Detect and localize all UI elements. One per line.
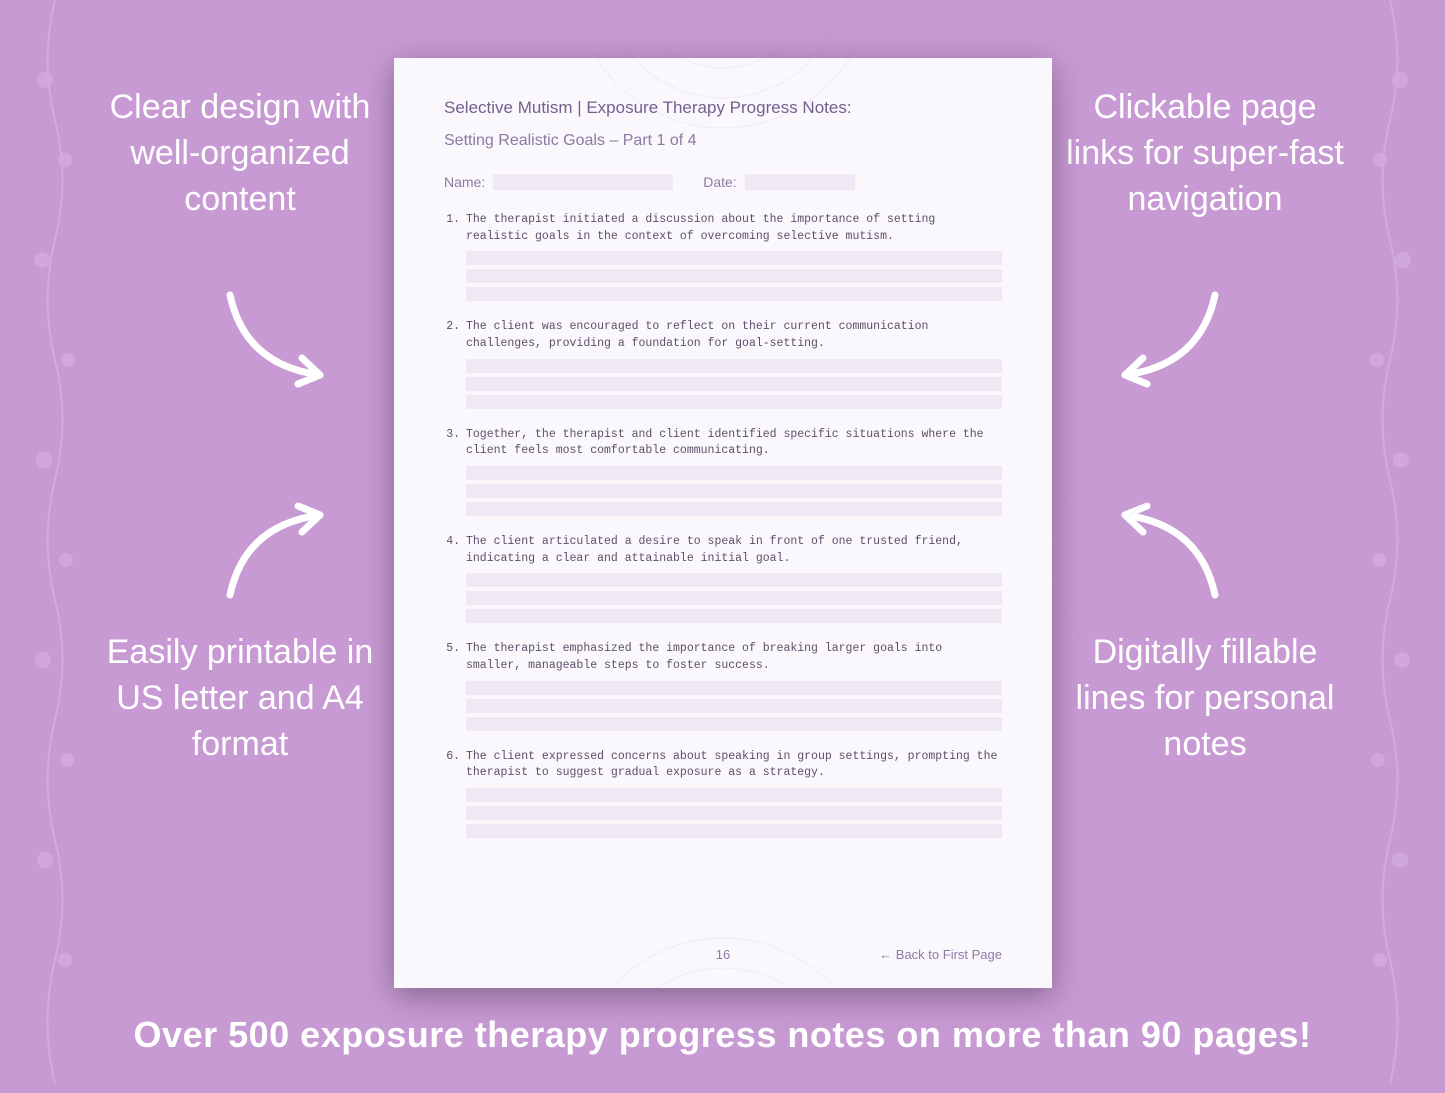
fillable-line[interactable] bbox=[466, 269, 1002, 283]
progress-note-item: 1.The therapist initiated a discussion a… bbox=[444, 212, 1002, 301]
item-text: 5.The therapist emphasized the importanc… bbox=[444, 641, 1002, 674]
item-body: The therapist initiated a discussion abo… bbox=[466, 212, 1002, 245]
fillable-line[interactable] bbox=[466, 824, 1002, 838]
fillable-line[interactable] bbox=[466, 359, 1002, 373]
fillable-line[interactable] bbox=[466, 717, 1002, 731]
callout-bottom-right: Digitally fillable lines for personal no… bbox=[1065, 630, 1345, 768]
fillable-line[interactable] bbox=[466, 699, 1002, 713]
fillable-line[interactable] bbox=[466, 681, 1002, 695]
page-footer: 16 ← Back to First Page bbox=[444, 947, 1002, 962]
fillable-line[interactable] bbox=[466, 484, 1002, 498]
callout-bottom-left: Easily printable in US letter and A4 for… bbox=[100, 630, 380, 768]
mandala-decoration-bottom bbox=[543, 888, 903, 1088]
fillable-line[interactable] bbox=[466, 466, 1002, 480]
note-lines bbox=[466, 359, 1002, 409]
name-input[interactable] bbox=[493, 174, 673, 190]
fields-row: Name: Date: bbox=[444, 174, 1002, 190]
callout-top-left: Clear design with well-organized content bbox=[100, 85, 380, 223]
note-lines bbox=[466, 681, 1002, 731]
item-text: 1.The therapist initiated a discussion a… bbox=[444, 212, 1002, 245]
bottom-banner: Over 500 exposure therapy progress notes… bbox=[0, 1014, 1445, 1056]
document-page: Selective Mutism | Exposure Therapy Prog… bbox=[394, 58, 1052, 988]
item-text: 2.The client was encouraged to reflect o… bbox=[444, 319, 1002, 352]
item-text: 6.The client expressed concerns about sp… bbox=[444, 749, 1002, 782]
arrow-bottom-left bbox=[210, 490, 350, 610]
progress-note-item: 3.Together, the therapist and client ide… bbox=[444, 427, 1002, 516]
fillable-line[interactable] bbox=[466, 395, 1002, 409]
item-body: The client was encouraged to reflect on … bbox=[466, 319, 1002, 352]
item-number: 6. bbox=[444, 749, 460, 782]
progress-note-item: 5.The therapist emphasized the importanc… bbox=[444, 641, 1002, 730]
page-number: 16 bbox=[716, 947, 730, 962]
fillable-line[interactable] bbox=[466, 806, 1002, 820]
arrow-top-right bbox=[1095, 280, 1235, 400]
item-number: 5. bbox=[444, 641, 460, 674]
progress-note-item: 4.The client articulated a desire to spe… bbox=[444, 534, 1002, 623]
item-number: 2. bbox=[444, 319, 460, 352]
fillable-line[interactable] bbox=[466, 287, 1002, 301]
fillable-line[interactable] bbox=[466, 591, 1002, 605]
item-body: Together, the therapist and client ident… bbox=[466, 427, 1002, 460]
page-subtitle: Setting Realistic Goals – Part 1 of 4 bbox=[444, 132, 1002, 150]
name-field: Name: bbox=[444, 174, 673, 190]
item-number: 3. bbox=[444, 427, 460, 460]
item-number: 4. bbox=[444, 534, 460, 567]
item-number: 1. bbox=[444, 212, 460, 245]
floral-border-left bbox=[0, 0, 110, 1084]
page-title: Selective Mutism | Exposure Therapy Prog… bbox=[444, 98, 1002, 118]
item-body: The client expressed concerns about spea… bbox=[466, 749, 1002, 782]
date-input[interactable] bbox=[745, 174, 855, 190]
note-lines bbox=[466, 573, 1002, 623]
progress-note-item: 6.The client expressed concerns about sp… bbox=[444, 749, 1002, 838]
item-text: 3.Together, the therapist and client ide… bbox=[444, 427, 1002, 460]
item-body: The client articulated a desire to speak… bbox=[466, 534, 1002, 567]
callout-top-right: Clickable page links for super-fast navi… bbox=[1065, 85, 1345, 223]
fillable-line[interactable] bbox=[466, 377, 1002, 391]
note-lines bbox=[466, 788, 1002, 838]
back-to-first-link[interactable]: ← Back to First Page bbox=[879, 947, 1002, 962]
item-body: The therapist emphasized the importance … bbox=[466, 641, 1002, 674]
arrow-top-left bbox=[210, 280, 350, 400]
name-label: Name: bbox=[444, 174, 485, 190]
arrow-bottom-right bbox=[1095, 490, 1235, 610]
item-text: 4.The client articulated a desire to spe… bbox=[444, 534, 1002, 567]
date-field: Date: bbox=[703, 174, 854, 190]
note-lines bbox=[466, 466, 1002, 516]
date-label: Date: bbox=[703, 174, 736, 190]
floral-border-right bbox=[1335, 0, 1445, 1084]
fillable-line[interactable] bbox=[466, 609, 1002, 623]
items-list: 1.The therapist initiated a discussion a… bbox=[444, 212, 1002, 838]
progress-note-item: 2.The client was encouraged to reflect o… bbox=[444, 319, 1002, 408]
fillable-line[interactable] bbox=[466, 788, 1002, 802]
fillable-line[interactable] bbox=[466, 251, 1002, 265]
fillable-line[interactable] bbox=[466, 502, 1002, 516]
fillable-line[interactable] bbox=[466, 573, 1002, 587]
note-lines bbox=[466, 251, 1002, 301]
